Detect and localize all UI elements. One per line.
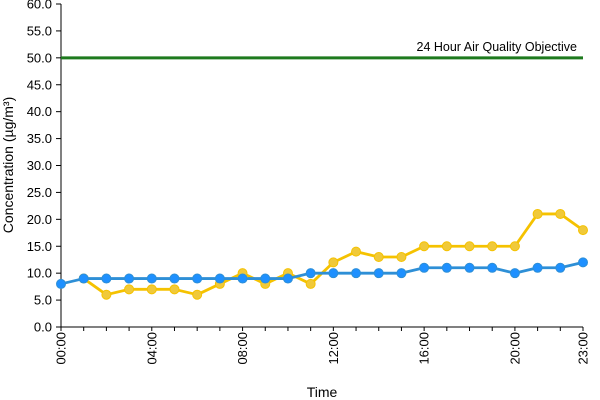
y-tick-label: 40.0	[27, 104, 52, 119]
y-tick-label: 5.0	[34, 293, 52, 308]
data-point	[532, 208, 543, 219]
y-tick-label: 10.0	[27, 266, 52, 281]
y-tick-label: 30.0	[27, 158, 52, 173]
data-point	[487, 262, 498, 273]
x-tick-label: 16:00	[417, 332, 432, 365]
data-point	[373, 268, 384, 279]
data-point	[328, 257, 339, 268]
data-point	[192, 289, 203, 300]
y-tick-label: 15.0	[27, 239, 52, 254]
data-point	[101, 273, 112, 284]
data-point	[305, 268, 316, 279]
data-point	[328, 268, 339, 279]
reference-line-label: 24 Hour Air Quality Objective	[417, 40, 578, 54]
data-point	[464, 262, 475, 273]
data-point	[578, 225, 588, 236]
data-point	[555, 262, 566, 273]
data-point	[555, 208, 566, 219]
y-axis: 0.0 5.0 10.0 15.0 20.0 25.0 30.0 35.0 40.0 45.0 50…	[27, 0, 62, 335]
data-point	[237, 273, 248, 284]
data-point	[509, 241, 520, 252]
y-tick-label: 0.0	[34, 320, 52, 335]
data-point	[351, 268, 362, 279]
data-point	[373, 252, 384, 263]
data-point	[305, 278, 316, 289]
series-line	[82, 212, 584, 297]
data-point	[282, 273, 293, 284]
y-tick-label: 25.0	[27, 185, 52, 200]
data-point	[487, 241, 498, 252]
y-tick-label: 45.0	[27, 77, 52, 92]
y-tick-label: 35.0	[27, 131, 52, 146]
data-point	[124, 284, 135, 295]
data-point	[509, 268, 520, 279]
y-tick-label: 20.0	[27, 212, 52, 227]
x-tick-label: 12:00	[326, 332, 341, 365]
data-point	[214, 273, 225, 284]
data-point	[441, 241, 452, 252]
data-point	[419, 241, 430, 252]
series-line	[60, 261, 584, 286]
data-point	[169, 284, 180, 295]
data-point	[578, 257, 588, 268]
data-point	[146, 273, 157, 284]
data-point	[396, 268, 407, 279]
series-0	[78, 208, 588, 300]
data-point	[101, 289, 112, 300]
data-point	[532, 262, 543, 273]
x-tick-label: 20:00	[507, 332, 522, 365]
series-1	[56, 257, 588, 289]
data-point	[441, 262, 452, 273]
data-point	[146, 284, 157, 295]
x-axis: 00:00 04:00 08:00 12:00 16:00 20:00 23:00	[54, 326, 591, 365]
x-tick-label: 08:00	[235, 332, 250, 365]
x-axis-label: Time	[307, 384, 338, 400]
data-point	[396, 252, 407, 263]
data-point	[192, 273, 203, 284]
data-point	[419, 262, 430, 273]
data-point	[351, 246, 362, 257]
y-axis-label: Concentration (µg/m³)	[0, 97, 16, 233]
x-tick-label: 04:00	[144, 332, 159, 365]
reference-line-group: 24 Hour Air Quality Objective	[61, 40, 583, 60]
x-tick-label: 23:00	[576, 332, 591, 365]
data-point	[56, 278, 66, 289]
x-tick-label: 00:00	[54, 332, 69, 365]
y-tick-label: 55.0	[27, 23, 52, 38]
data-point	[260, 273, 271, 284]
data-point	[78, 273, 89, 284]
data-point	[169, 273, 180, 284]
y-tick-label: 60.0	[27, 0, 52, 12]
series-group	[56, 208, 588, 300]
y-tick-label: 50.0	[27, 50, 52, 65]
data-point	[124, 273, 135, 284]
data-point	[464, 241, 475, 252]
